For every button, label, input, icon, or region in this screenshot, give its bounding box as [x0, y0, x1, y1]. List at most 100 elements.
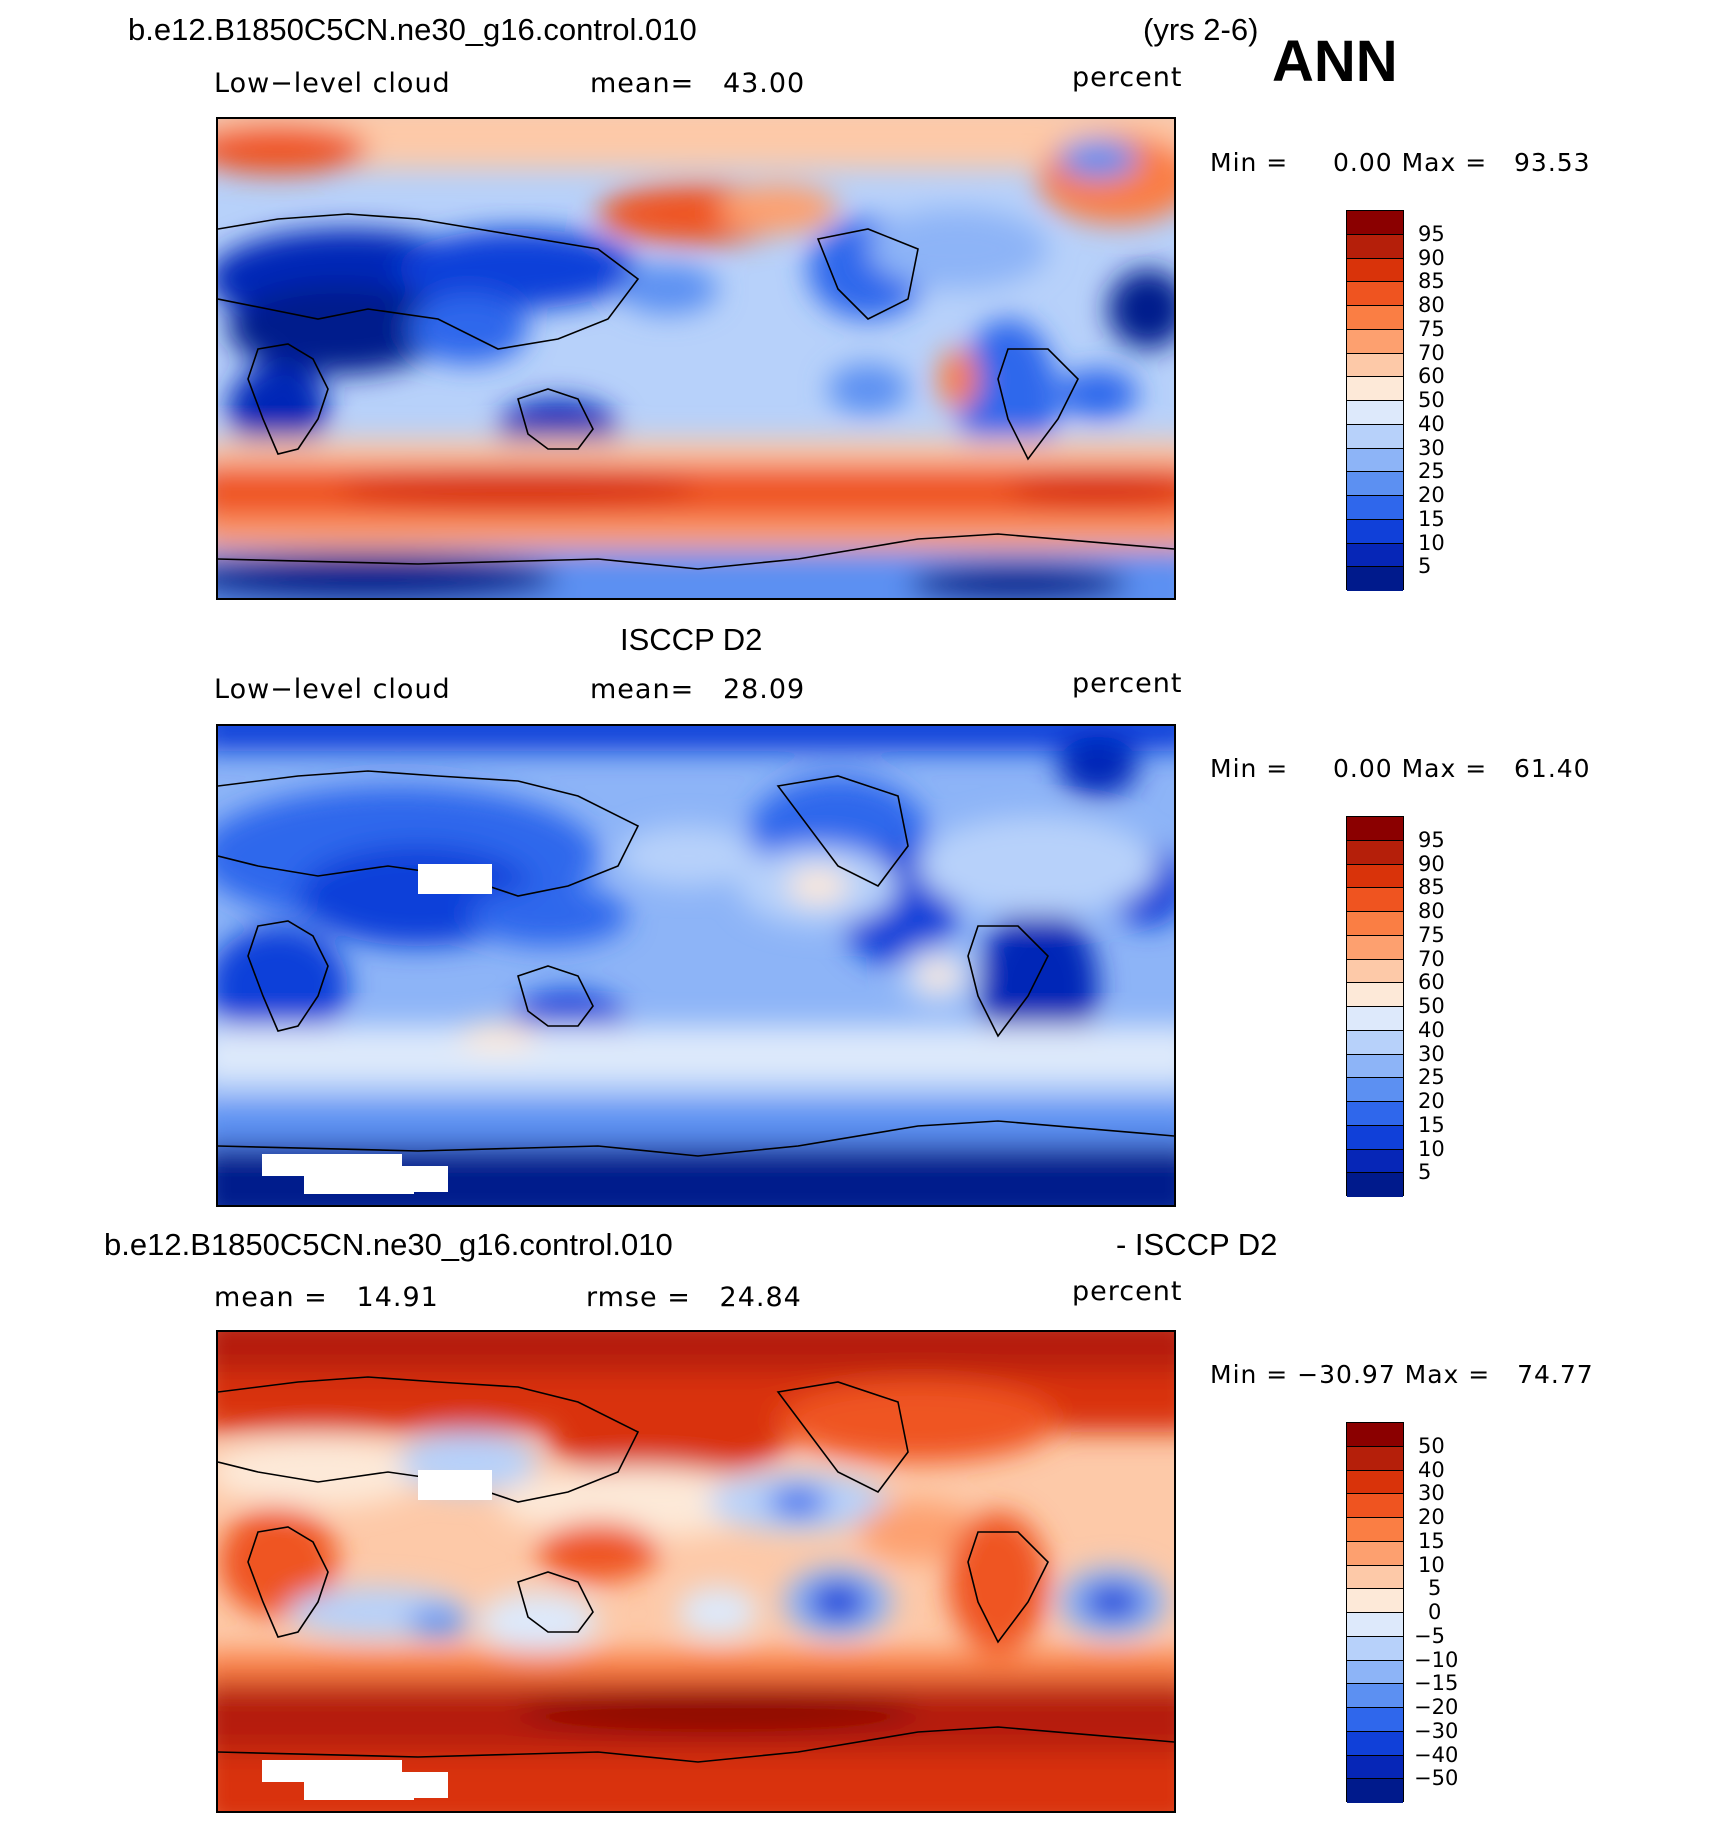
- colorbar-tick-label: 75: [1418, 922, 1445, 947]
- colorbar-swatch: [1347, 1636, 1403, 1661]
- panel1-minmax: Min = 0.00 Max = 93.53: [1210, 148, 1591, 177]
- panel1-colorbar: [1346, 210, 1404, 591]
- colorbar-tick-label: 95: [1418, 221, 1445, 246]
- colorbar-tick-label: 10: [1418, 1136, 1445, 1161]
- panel2-map: [216, 724, 1176, 1207]
- colorbar-swatch: [1347, 1030, 1403, 1055]
- colorbar-swatch: [1347, 1613, 1403, 1637]
- colorbar-tick-label: 80: [1418, 293, 1445, 317]
- case-title: b.e12.B1850C5CN.ne30_g16.control.010: [128, 12, 697, 47]
- panel2-colorbar: [1346, 816, 1404, 1197]
- colorbar-tick-label: 15: [1418, 506, 1445, 531]
- colorbar-swatch: [1347, 448, 1403, 473]
- colorbar-swatch: [1347, 1541, 1403, 1566]
- panel3-minmax: Min = −30.97 Max = 74.77: [1210, 1360, 1594, 1389]
- colorbar-tick-label: 20: [1418, 1505, 1445, 1529]
- panel1-units: percent: [1072, 62, 1183, 93]
- colorbar-swatch: [1347, 912, 1403, 936]
- colorbar-swatch: [1347, 1494, 1403, 1518]
- colorbar-tick-label: 30: [1418, 1481, 1445, 1506]
- panel3-rmse: rmse = 24.84: [586, 1282, 802, 1313]
- colorbar-tick-label: 60: [1418, 364, 1445, 389]
- colorbar-swatch: [1347, 1102, 1403, 1126]
- colorbar-tick-label: 40: [1418, 411, 1445, 436]
- colorbar-swatch: [1347, 1173, 1403, 1197]
- panel1-map: [216, 117, 1176, 600]
- years-label: (yrs 2-6): [1143, 12, 1259, 47]
- colorbar-swatch: [1347, 543, 1403, 568]
- colorbar-swatch: [1347, 519, 1403, 544]
- colorbar-swatch: [1347, 840, 1403, 865]
- colorbar-swatch: [1347, 1755, 1403, 1780]
- colorbar-tick-label: −10: [1414, 1647, 1459, 1672]
- colorbar-tick-label: 0: [1428, 1600, 1442, 1624]
- colorbar-swatch: [1347, 1565, 1403, 1590]
- colorbar-swatch: [1347, 1007, 1403, 1031]
- colorbar-tick-label: 50: [1418, 388, 1445, 412]
- colorbar-tick-label: 85: [1418, 269, 1445, 294]
- colorbar-swatch: [1347, 306, 1403, 330]
- colorbar-swatch: [1347, 1149, 1403, 1174]
- panel2-minmax: Min = 0.00 Max = 61.40: [1210, 754, 1591, 783]
- colorbar-tick-label: 70: [1418, 946, 1445, 971]
- colorbar-swatch: [1347, 1470, 1403, 1495]
- colorbar-tick-label: 75: [1418, 316, 1445, 341]
- panel1-mean: mean= 43.00: [590, 68, 806, 99]
- colorbar-swatch: [1347, 817, 1403, 841]
- colorbar-swatch: [1347, 496, 1403, 520]
- colorbar-swatch: [1347, 567, 1403, 591]
- colorbar-swatch: [1347, 1054, 1403, 1079]
- colorbar-tick-label: 15: [1418, 1528, 1445, 1553]
- colorbar-swatch: [1347, 234, 1403, 259]
- colorbar-tick-label: 70: [1418, 340, 1445, 365]
- colorbar-tick-label: 5: [1418, 554, 1432, 579]
- colorbar-tick-label: −40: [1414, 1742, 1459, 1767]
- colorbar-tick-label: −30: [1414, 1718, 1459, 1743]
- panel2-mean: mean= 28.09: [590, 674, 806, 705]
- colorbar-tick-label: 50: [1418, 1433, 1445, 1458]
- colorbar-tick-label: 15: [1418, 1112, 1445, 1137]
- colorbar-tick-label: −20: [1414, 1695, 1459, 1719]
- colorbar-tick-label: 25: [1418, 1065, 1445, 1090]
- colorbar-swatch: [1347, 864, 1403, 889]
- colorbar-swatch: [1347, 1779, 1403, 1803]
- colorbar-swatch: [1347, 258, 1403, 283]
- colorbar-swatch: [1347, 935, 1403, 960]
- colorbar-swatch: [1347, 1423, 1403, 1447]
- colorbar-tick-label: 40: [1418, 1457, 1445, 1482]
- colorbar-swatch: [1347, 983, 1403, 1007]
- colorbar-tick-label: 20: [1418, 483, 1445, 507]
- colorbar-swatch: [1347, 401, 1403, 425]
- colorbar-tick-label: 30: [1418, 1041, 1445, 1066]
- panel1-field-label: Low−level cloud: [214, 68, 451, 99]
- colorbar-tick-label: 50: [1418, 994, 1445, 1018]
- colorbar-tick-label: 40: [1418, 1017, 1445, 1042]
- panel2-title: ISCCP D2: [620, 622, 763, 657]
- colorbar-tick-label: 95: [1418, 827, 1445, 852]
- colorbar-swatch: [1347, 329, 1403, 354]
- colorbar-swatch: [1347, 1684, 1403, 1708]
- colorbar-tick-label: 80: [1418, 899, 1445, 923]
- panel2-field-label: Low−level cloud: [214, 674, 451, 705]
- colorbar-swatch: [1347, 888, 1403, 912]
- colorbar-tick-label: 5: [1428, 1576, 1442, 1601]
- panel3-minus-title: - ISCCP D2: [1116, 1227, 1278, 1262]
- colorbar-swatch: [1347, 1125, 1403, 1150]
- colorbar-swatch: [1347, 1078, 1403, 1102]
- colorbar-tick-label: 25: [1418, 459, 1445, 484]
- colorbar-swatch: [1347, 1589, 1403, 1613]
- colorbar-tick-label: 85: [1418, 875, 1445, 900]
- colorbar-swatch: [1347, 1708, 1403, 1732]
- colorbar-tick-label: 10: [1418, 1552, 1445, 1577]
- colorbar-tick-label: 20: [1418, 1089, 1445, 1113]
- colorbar-tick-label: −15: [1414, 1671, 1459, 1696]
- colorbar-swatch: [1347, 1731, 1403, 1756]
- colorbar-tick-label: −5: [1414, 1623, 1445, 1648]
- panel3-colorbar: [1346, 1422, 1404, 1803]
- colorbar-swatch: [1347, 472, 1403, 496]
- panel3-map: [216, 1330, 1176, 1813]
- colorbar-swatch: [1347, 377, 1403, 401]
- colorbar-tick-label: 90: [1418, 245, 1445, 270]
- colorbar-swatch: [1347, 282, 1403, 306]
- colorbar-tick-label: 5: [1418, 1160, 1432, 1185]
